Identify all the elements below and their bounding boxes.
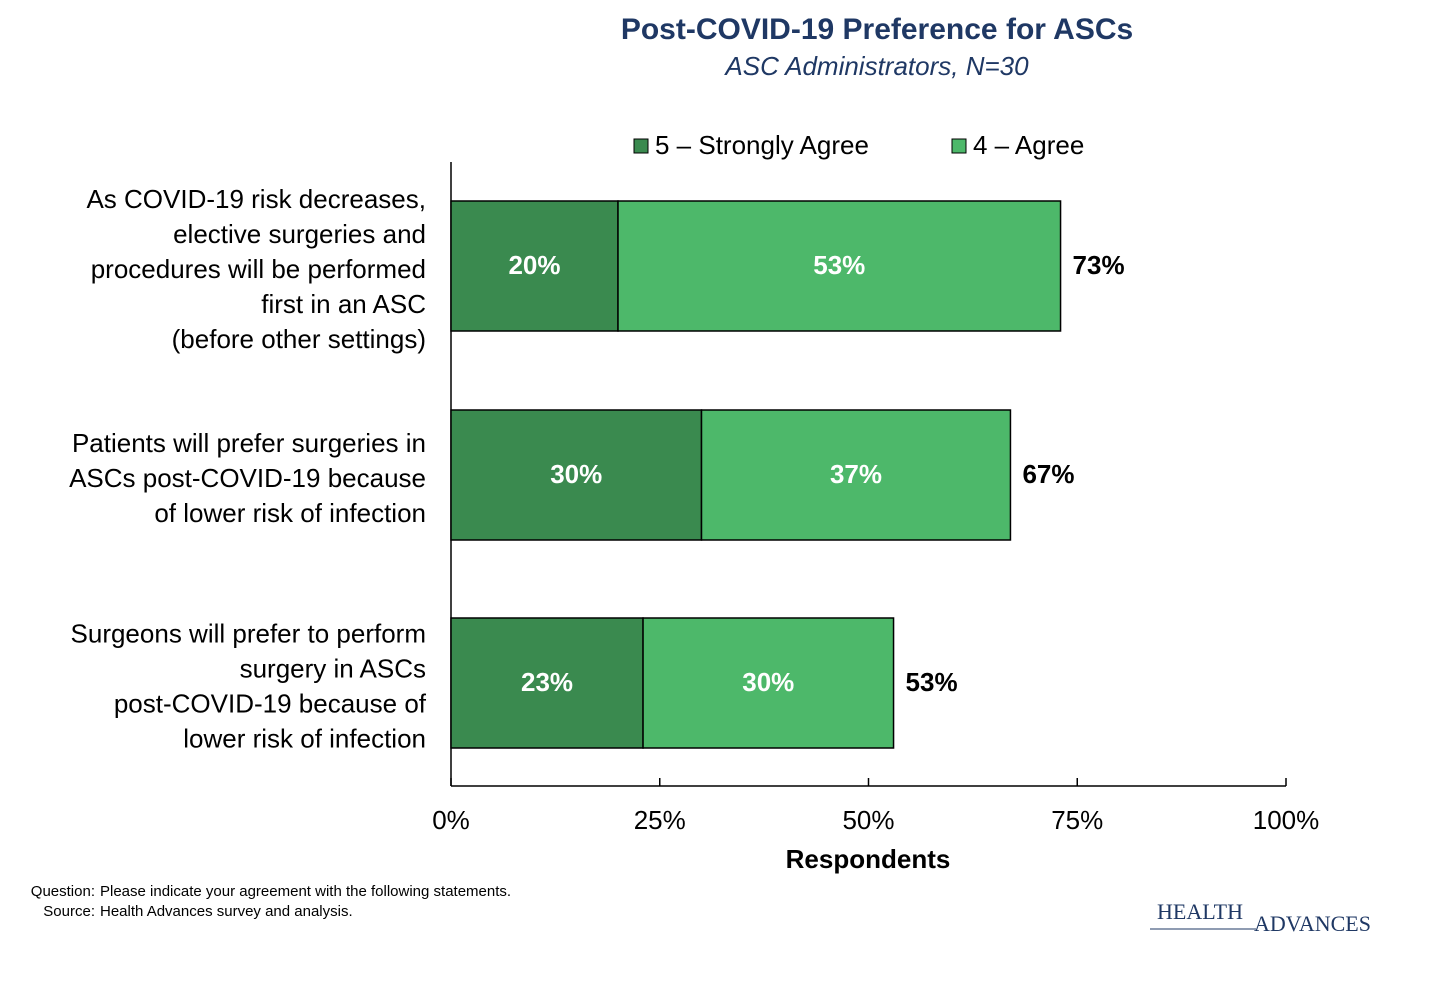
- x-tick-label: 50%: [842, 805, 894, 835]
- bar-value-label: 20%: [508, 250, 560, 280]
- y-tick-label: of lower risk of infection: [154, 498, 426, 528]
- bar-value-label: 53%: [813, 250, 865, 280]
- bar: [617, 200, 1062, 332]
- total-label: 67%: [1022, 459, 1074, 489]
- logo-top: HEALTH: [1157, 899, 1243, 924]
- legend-label: 4 – Agree: [973, 130, 1084, 160]
- legend-swatch: [633, 138, 649, 154]
- y-tick-label: lower risk of infection: [183, 723, 426, 753]
- y-tick-label: Patients will prefer surgeries in: [72, 428, 426, 458]
- bar-value-label: 30%: [742, 667, 794, 697]
- y-tick-label: As COVID-19 risk decreases,: [86, 184, 426, 214]
- bar: [700, 409, 1012, 541]
- footnote-text: Health Advances survey and analysis.: [100, 903, 353, 920]
- x-tick-label: 0%: [432, 805, 470, 835]
- logo-bottom: ADVANCES: [1254, 911, 1371, 936]
- total-label: 53%: [906, 667, 958, 697]
- footnote-label: Question:: [31, 883, 95, 900]
- bar-value-label: 23%: [521, 667, 573, 697]
- y-tick-label: procedures will be performed: [91, 254, 426, 284]
- footnote-label: Source:: [43, 903, 95, 920]
- y-tick-label: elective surgeries and: [173, 219, 426, 249]
- chart-subtitle: ASC Administrators, N=30: [723, 51, 1029, 81]
- y-tick-label: first in an ASC: [261, 289, 426, 319]
- chart-title: Post-COVID-19 Preference for ASCs: [621, 13, 1133, 46]
- x-tick-label: 25%: [634, 805, 686, 835]
- y-tick-label: surgery in ASCs: [240, 653, 426, 683]
- x-tick-label: 100%: [1253, 805, 1320, 835]
- legend-swatch: [951, 138, 967, 154]
- total-label: 73%: [1073, 250, 1125, 280]
- y-tick-label: post-COVID-19 because of: [114, 688, 427, 718]
- footnote-text: Please indicate your agreement with the …: [100, 883, 511, 900]
- y-tick-label: Surgeons will prefer to perform: [71, 618, 426, 648]
- bar: [642, 617, 895, 749]
- y-tick-label: (before other settings): [172, 324, 426, 354]
- bar: [450, 409, 703, 541]
- x-tick-label: 75%: [1051, 805, 1103, 835]
- bar-value-label: 37%: [830, 459, 882, 489]
- legend-label: 5 – Strongly Agree: [655, 130, 869, 160]
- y-tick-label: ASCs post-COVID-19 because: [69, 463, 426, 493]
- bar: [450, 200, 619, 332]
- x-axis-label: Respondents: [786, 844, 951, 874]
- bar-value-label: 30%: [550, 459, 602, 489]
